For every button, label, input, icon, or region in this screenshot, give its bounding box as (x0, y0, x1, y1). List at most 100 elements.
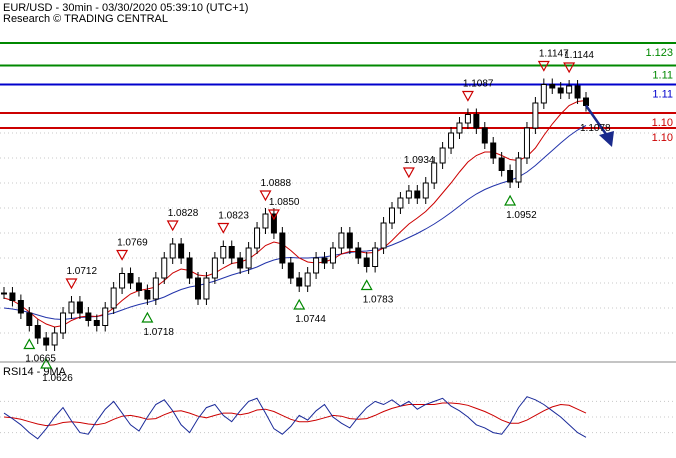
rsi-ma-line (3, 402, 587, 427)
swing-low-marker (141, 311, 154, 323)
price-bar-body (211, 257, 218, 279)
level-label: 1.123 (645, 47, 673, 59)
price-bar-body (178, 243, 185, 259)
price-bar-body (76, 301, 83, 314)
price-bar-body (523, 127, 530, 159)
price-bar-body (26, 312, 33, 326)
swing-high-label: 1.0769 (117, 238, 148, 249)
price-bar-body (549, 84, 556, 89)
price-bar-body (169, 243, 176, 259)
swing-high-marker (166, 220, 179, 232)
price-bar-body (1, 292, 7, 295)
swing-low-marker (293, 298, 306, 310)
swing-high-marker (116, 249, 129, 261)
price-bar-body (448, 132, 455, 149)
swing-high-label: 1.0850 (269, 197, 300, 208)
price-bar-body (346, 232, 353, 249)
research-credit: Research © TRADING CENTRAL (3, 13, 168, 25)
price-bar-body (566, 85, 573, 94)
price-bar-body (17, 300, 24, 314)
price-bar-body (127, 273, 134, 284)
swing-low-marker (40, 357, 53, 369)
swing-low-marker (504, 194, 517, 206)
price-bar-body (532, 102, 539, 129)
price-grid (0, 132, 676, 334)
price-bar-body (152, 277, 159, 300)
ma-fast-line (3, 100, 587, 328)
price-bar-body (110, 287, 117, 309)
price-bar-body (304, 272, 311, 287)
price-bar-body (144, 290, 151, 300)
price-bar-body (507, 170, 514, 183)
target-arrow-head (599, 131, 614, 147)
price-bar-body (389, 207, 395, 224)
price-bar-body (515, 157, 522, 183)
price-bar-body (203, 277, 210, 300)
price-bar-body (262, 213, 269, 229)
price-bar-body (372, 247, 379, 267)
rsi-line (3, 396, 587, 440)
swing-high-marker (563, 62, 576, 74)
price-bar-body (135, 282, 142, 291)
price-bar-body (296, 277, 303, 287)
indicator-title: RSI14 - 9MA (3, 366, 67, 378)
level-label: 1.10 (652, 117, 673, 129)
swing-high-label: 1.0934 (404, 155, 435, 166)
rsi-layer (3, 396, 587, 440)
key-levels: 1.123 1.11 1.11 1.10 1.10 (0, 42, 676, 144)
price-bar-body (102, 307, 109, 326)
price-bar-body (68, 301, 75, 314)
price-bar-body (473, 114, 480, 129)
price-bar-body (557, 87, 564, 94)
swing-high-label: 1.0712 (66, 266, 97, 277)
swing-low-marker (360, 279, 373, 291)
swing-high-marker (402, 167, 415, 179)
swing-low-label: 1.0744 (295, 314, 326, 325)
price-bar-body (85, 312, 92, 321)
swing-high-marker (461, 90, 474, 102)
price-bar-body (397, 197, 404, 209)
chart-title: EUR/USD - 30min - 03/30/2020 05:39:10 (U… (3, 2, 248, 14)
swing-high-marker (65, 278, 78, 290)
swing-low-label: 1.0718 (143, 327, 174, 338)
price-bar-body (313, 257, 320, 274)
level-label: 1.11 (652, 89, 673, 101)
price-bar-body (245, 247, 252, 269)
swing-high-label: 1.0823 (218, 211, 249, 222)
target-label: 1.1078 (580, 123, 611, 134)
price-bar-body (9, 292, 16, 301)
price-bar-body (431, 162, 438, 184)
swing-low-label: 1.0665 (25, 354, 56, 365)
swing-high-marker (267, 209, 280, 221)
price-bar-body (422, 182, 429, 199)
price-bar-body (481, 127, 488, 144)
price-bar-body (220, 246, 227, 259)
swing-markers: 1.0626 1.0712 1.0665 1.0769 1.0828 1.0718 1.08… (23, 49, 594, 384)
price-bar-body (60, 312, 67, 334)
swing-high-marker (537, 60, 550, 72)
price-bar-body (237, 257, 244, 269)
price-bar-body (540, 84, 547, 104)
price-bar-body (329, 247, 336, 264)
swing-low-label: 1.0783 (363, 295, 394, 306)
level-label: 1.11 (652, 70, 673, 82)
price-bars (1, 78, 589, 351)
price-bar-body (464, 114, 471, 124)
price-bar-body (119, 273, 126, 289)
price-bar-body (490, 142, 497, 159)
price-bar-body (228, 246, 235, 259)
price-bar-body (498, 157, 505, 171)
target-arrow-shaft (584, 104, 610, 138)
price-bar-body (51, 332, 58, 346)
swing-high-label: 1.0888 (260, 178, 291, 189)
price-bar-body (195, 277, 201, 300)
price-bar-body (161, 257, 168, 279)
swing-high-label: 1.0828 (168, 208, 199, 219)
swing-high-label: 1.1087 (463, 79, 494, 90)
rsi-grid (0, 400, 676, 434)
swing-high-marker (259, 190, 272, 202)
swing-low-marker (23, 338, 36, 350)
price-bar-body (186, 257, 193, 279)
price-bar-body (93, 320, 100, 326)
